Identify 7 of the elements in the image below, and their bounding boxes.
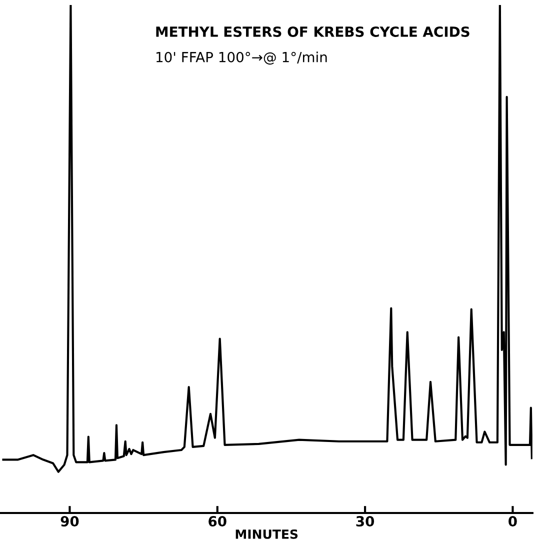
x-tick-label: 90	[60, 516, 79, 527]
x-axis-title: MINUTES	[236, 529, 298, 539]
x-tick-label: 60	[208, 516, 226, 527]
x-tick-label: 30	[356, 516, 374, 527]
text: METHYL ESTERS OF KREBS CYCLE ACIDS	[156, 26, 470, 37]
text: 10' FFAP 100°→@ 1°/min	[156, 52, 327, 65]
x-tick-label: 0	[508, 516, 517, 527]
